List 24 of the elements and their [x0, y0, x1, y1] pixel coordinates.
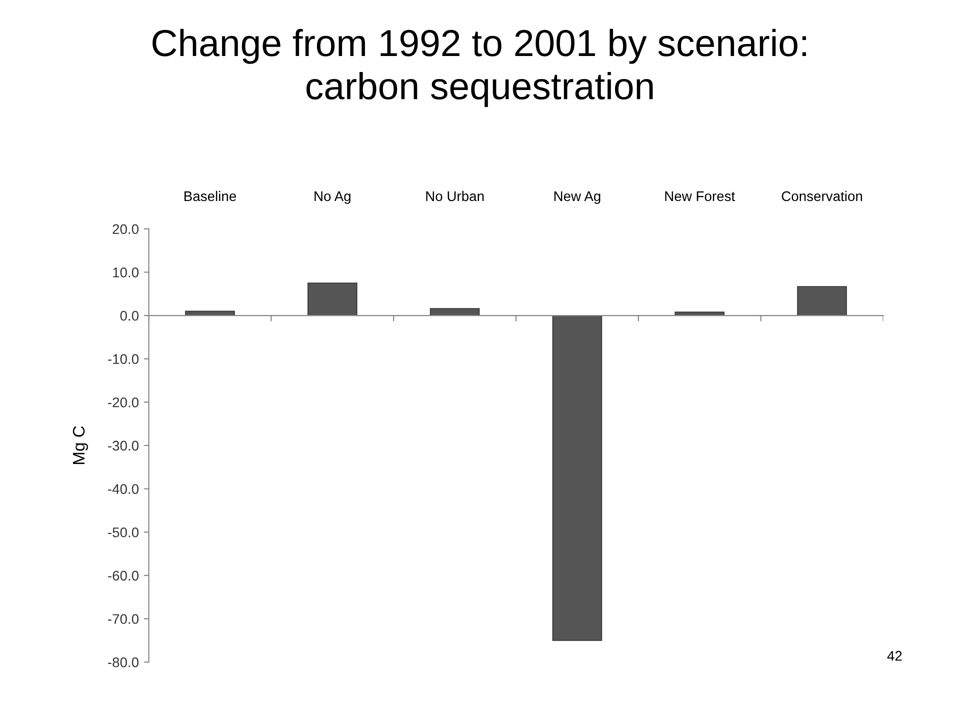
- y-tick-label: -30.0: [108, 440, 139, 451]
- y-axis-title: Mg C: [72, 426, 88, 464]
- bar: [797, 286, 847, 316]
- chart-title: Change from 1992 to 2001 by scenario: carbon sequestration: [152, 28, 806, 107]
- y-tick-label: 20.0: [112, 224, 139, 234]
- bar: [308, 282, 358, 316]
- y-tick-label: -10.0: [108, 354, 139, 364]
- y-tick-label: 10.0: [113, 268, 139, 278]
- y-tick-label: -40.0: [108, 484, 139, 494]
- x-tick-label: No Urban: [426, 190, 484, 202]
- bar: [430, 308, 480, 316]
- y-tick-label: -80.0: [108, 657, 139, 668]
- x-tick-label: Baseline: [184, 190, 236, 202]
- x-tick-label: New Forest: [665, 191, 735, 202]
- x-tick-label: No Ag: [314, 191, 350, 204]
- text: 42: [887, 650, 902, 661]
- y-tick-label: -70.0: [108, 614, 139, 624]
- x-tick-label: New Ag: [554, 191, 600, 204]
- bar: [552, 315, 602, 641]
- x-tick-label: Conservation: [782, 190, 862, 202]
- y-tick-label: -20.0: [108, 397, 139, 408]
- y-tick-label: -60.0: [108, 570, 139, 581]
- y-tick-label: -50.0: [108, 527, 139, 538]
- y-tick-label: 0.0: [120, 310, 139, 321]
